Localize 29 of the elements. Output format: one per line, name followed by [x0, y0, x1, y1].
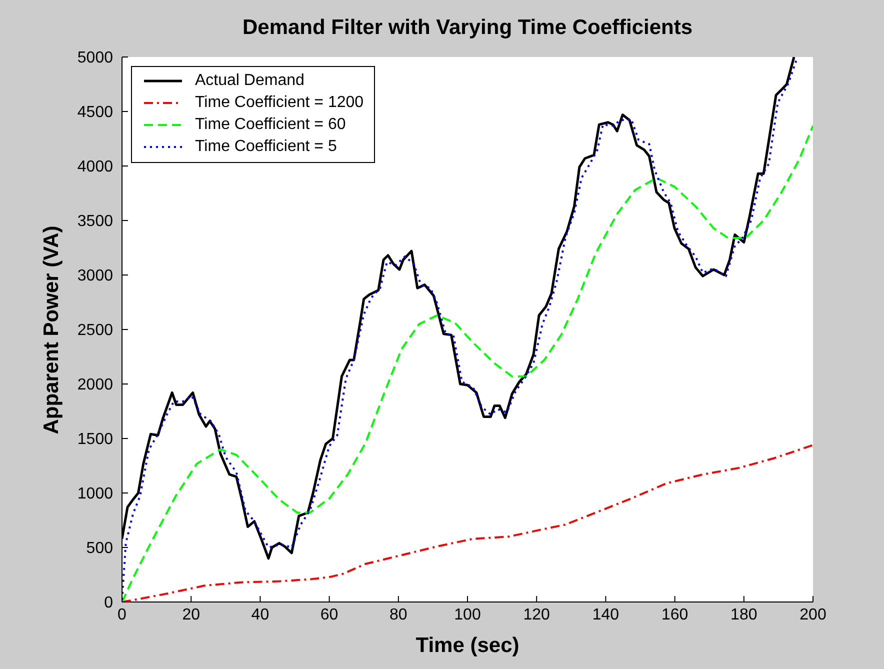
y-tick-label: 5000 — [77, 50, 114, 67]
legend-label: Time Coefficient = 5 — [195, 138, 337, 155]
x-tick-label: 80 — [390, 606, 408, 624]
legend-label: Actual Demand — [195, 72, 304, 89]
y-tick-label: 2500 — [77, 322, 114, 340]
x-tick-label: 160 — [661, 606, 688, 624]
x-tick-label: 140 — [592, 606, 620, 624]
y-tick-label: 0 — [104, 594, 114, 612]
x-tick-label: 20 — [182, 606, 200, 624]
x-tick-label: 180 — [730, 606, 758, 624]
x-tick-label: 100 — [454, 606, 481, 624]
x-tick-label: 200 — [800, 606, 826, 624]
y-tick-label: 500 — [86, 540, 114, 558]
x-tick-label: 120 — [523, 606, 550, 624]
y-tick-label: 3000 — [77, 268, 114, 285]
x-tick-label: 40 — [251, 606, 270, 624]
y-tick-label: 1500 — [77, 431, 114, 448]
y-tick-label: 4500 — [77, 104, 114, 122]
y-axis-title: Apparent Power (VA) — [40, 225, 63, 434]
x-tick-label: 0 — [118, 606, 127, 624]
chart-title: Demand Filter with Varying Time Coefficients — [242, 16, 693, 39]
y-tick-label: 4000 — [77, 158, 114, 176]
y-tick-label: 3500 — [77, 213, 114, 230]
y-tick-label: 2000 — [77, 376, 114, 394]
x-tick-label: 60 — [320, 606, 338, 624]
legend-label: Time Coefficient = 60 — [195, 116, 346, 133]
x-axis-title: Time (sec) — [416, 634, 520, 657]
y-tick-label: 1000 — [77, 486, 114, 503]
legend-label: Time Coefficient = 1200 — [195, 94, 364, 111]
